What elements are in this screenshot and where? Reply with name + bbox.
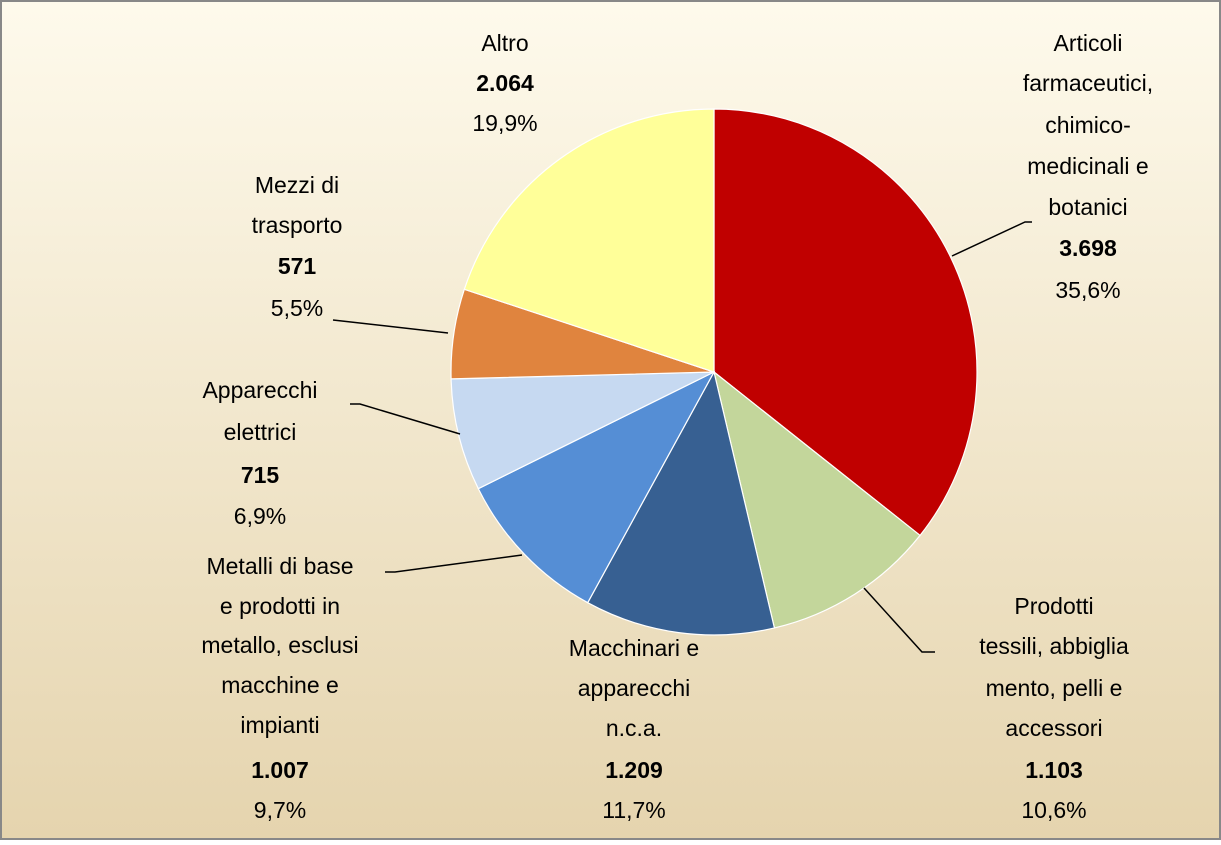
leader-line xyxy=(951,221,1032,257)
slice-label: metallo, esclusi xyxy=(201,632,358,658)
pie-slice xyxy=(713,370,921,629)
slice-label: farmaceutici, xyxy=(1023,70,1153,96)
slice-label: Macchinari e xyxy=(569,635,699,661)
slice-label: tessili, abbiglia xyxy=(979,633,1129,659)
value-label: 2.064 xyxy=(476,70,534,96)
percentage-label: 35,6% xyxy=(1055,277,1120,303)
slice-label: botanici xyxy=(1048,194,1127,220)
value-label: 1.007 xyxy=(251,757,309,783)
pie-slice xyxy=(463,108,715,373)
percentage-label: 10,6% xyxy=(1021,797,1086,823)
slice-label: apparecchi xyxy=(578,675,691,701)
slice-label: impianti xyxy=(240,712,319,738)
slice-label: trasporto xyxy=(252,212,343,238)
percentage-label: 5,5% xyxy=(271,295,323,321)
value-label: 1.209 xyxy=(605,757,663,783)
slice-label: Altro xyxy=(481,30,528,56)
value-label: 715 xyxy=(241,462,280,488)
percentage-label: 19,9% xyxy=(472,110,537,136)
slice-label: Apparecchi xyxy=(202,377,317,403)
slice-label: accessori xyxy=(1005,715,1102,741)
slice-label: Prodotti xyxy=(1014,593,1093,619)
percentage-label: 11,7% xyxy=(602,797,666,823)
pie-slice xyxy=(477,370,716,604)
slice-label: elettrici xyxy=(224,419,297,445)
leader-line xyxy=(863,587,935,653)
slice-label: n.c.a. xyxy=(606,715,662,741)
pie-slice xyxy=(586,370,776,636)
value-label: 3.698 xyxy=(1059,235,1117,261)
percentage-label: 9,7% xyxy=(254,797,306,823)
leader-line xyxy=(350,403,461,435)
percentage-label: 6,9% xyxy=(234,503,286,529)
pie-slice xyxy=(450,371,715,490)
value-label: 1.103 xyxy=(1025,757,1083,783)
slice-label: Metalli di base xyxy=(206,553,353,579)
leader-line xyxy=(385,554,523,573)
slice-label: Mezzi di xyxy=(255,172,339,198)
slice-label: medicinali e xyxy=(1027,153,1148,179)
slice-label: mento, pelli e xyxy=(986,675,1123,701)
value-label: 571 xyxy=(278,253,317,279)
pie xyxy=(450,108,978,636)
slice-label: Articoli xyxy=(1053,30,1122,56)
slice-label: macchine e xyxy=(221,672,339,698)
pie-slice xyxy=(713,108,978,537)
slice-label: chimico- xyxy=(1045,112,1131,138)
slice-label: e prodotti in xyxy=(220,593,340,619)
leader-line xyxy=(332,319,449,334)
